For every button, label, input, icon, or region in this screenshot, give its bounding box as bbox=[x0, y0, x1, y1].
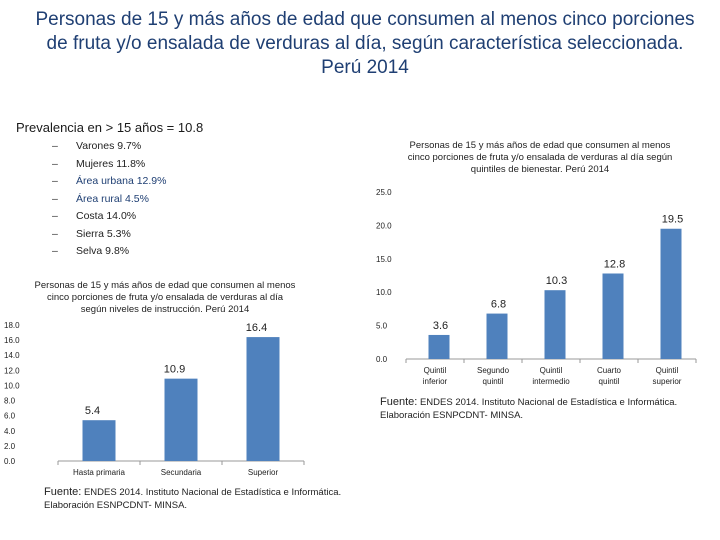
x-tick-label: intermedio bbox=[532, 377, 570, 386]
source-label: Fuente: bbox=[380, 396, 418, 408]
data-label: 6.8 bbox=[491, 299, 506, 311]
data-label: 19.5 bbox=[662, 214, 683, 226]
list-item-label: Área rural 4.5% bbox=[76, 192, 149, 205]
chart-title-line: cinco porciones de fruta y/o ensalada de… bbox=[47, 292, 284, 303]
wealth-quintile-bar-chart: Personas de 15 y más años de edad que co… bbox=[376, 140, 697, 386]
list-item: Selva 9.8% bbox=[52, 243, 166, 261]
data-label: 10.9 bbox=[164, 364, 185, 376]
chart-title-line: quintiles de bienestar. Perú 2014 bbox=[471, 164, 609, 175]
y-tick-label: 2.0 bbox=[4, 442, 16, 451]
data-label: 12.8 bbox=[604, 258, 625, 270]
chart-title-line: Personas de 15 y más años de edad que co… bbox=[35, 280, 296, 291]
y-tick-label: 16.0 bbox=[4, 336, 20, 345]
slide-title: Personas de 15 y más años de edad que co… bbox=[35, 9, 695, 78]
chart-title-line: Personas de 15 y más años de edad que co… bbox=[410, 140, 671, 151]
x-tick-label: Segundo bbox=[477, 366, 510, 375]
y-tick-label: 25.0 bbox=[376, 188, 392, 197]
list-item-label: Área urbana 12.9% bbox=[76, 175, 167, 187]
data-label: 5.4 bbox=[85, 405, 100, 417]
list-item: Área rural 4.5% bbox=[52, 191, 166, 209]
bar bbox=[486, 313, 508, 359]
y-tick-label: 12.0 bbox=[4, 366, 20, 375]
y-tick-label: 8.0 bbox=[4, 397, 16, 406]
source-note-left: Fuente: ENDES 2014. Instituto Nacional d… bbox=[44, 486, 364, 512]
chart-title-line: según niveles de instrucción. Perú 2014 bbox=[81, 304, 249, 315]
x-tick-label: Hasta primaria bbox=[73, 468, 126, 477]
x-tick-label: inferior bbox=[423, 377, 448, 386]
characteristics-list: Varones 9.7% Mujeres 11.8% Área urbana 1… bbox=[52, 138, 166, 261]
x-tick-label: superior bbox=[653, 377, 682, 386]
data-label: 16.4 bbox=[246, 322, 267, 334]
bar bbox=[82, 420, 116, 461]
y-tick-label: 20.0 bbox=[376, 221, 392, 230]
y-tick-label: 4.0 bbox=[4, 427, 16, 436]
x-tick-label: Quintil bbox=[424, 366, 447, 375]
list-item-label: Sierra 5.3% bbox=[76, 227, 131, 240]
education-bar-chart: Personas de 15 y más años de edad que co… bbox=[4, 280, 305, 477]
y-tick-label: 10.0 bbox=[4, 381, 20, 390]
chart-title-line: cinco porciones de fruta y/o ensalada de… bbox=[408, 152, 673, 163]
bar bbox=[544, 290, 566, 359]
y-tick-label: 5.0 bbox=[376, 322, 388, 331]
list-item: Varones 9.7% bbox=[52, 138, 166, 156]
source-text: ENDES 2014. Instituto Nacional de Estadí… bbox=[44, 487, 342, 511]
data-label: 3.6 bbox=[433, 320, 448, 332]
y-tick-label: 18.0 bbox=[4, 321, 20, 330]
source-label: Fuente: bbox=[44, 486, 82, 498]
x-tick-label: Quintil bbox=[656, 366, 679, 375]
list-item: Mujeres 11.8% bbox=[52, 156, 166, 174]
y-tick-label: 10.0 bbox=[376, 288, 392, 297]
list-item: Área urbana 12.9% bbox=[52, 173, 166, 191]
source-text: ENDES 2014. Instituto Nacional de Estadí… bbox=[380, 397, 678, 421]
list-item-label: Costa 14.0% bbox=[76, 210, 137, 222]
list-item-label: Mujeres 11.8% bbox=[76, 157, 146, 170]
list-item: Costa 14.0% bbox=[52, 208, 166, 226]
source-note-right: Fuente: ENDES 2014. Instituto Nacional d… bbox=[380, 396, 700, 422]
list-item: Sierra 5.3% bbox=[52, 226, 166, 244]
bar bbox=[428, 334, 450, 359]
bar bbox=[246, 337, 280, 461]
prevalence-heading: Prevalencia en > 15 años = 10.8 bbox=[16, 120, 204, 135]
list-item-label: Selva 9.8% bbox=[76, 245, 130, 257]
x-tick-label: Superior bbox=[248, 468, 279, 477]
x-tick-label: Cuarto bbox=[597, 366, 622, 375]
x-tick-label: quintil bbox=[483, 377, 504, 386]
y-tick-label: 14.0 bbox=[4, 351, 20, 360]
data-label: 10.3 bbox=[546, 275, 567, 287]
bar bbox=[164, 378, 198, 461]
y-tick-label: 6.0 bbox=[4, 412, 16, 421]
x-tick-label: Quintil bbox=[540, 366, 563, 375]
bar bbox=[602, 273, 624, 359]
y-tick-label: 0.0 bbox=[4, 457, 16, 466]
y-tick-label: 0.0 bbox=[376, 355, 388, 364]
x-tick-label: quintil bbox=[599, 377, 620, 386]
x-tick-label: Secundaria bbox=[161, 468, 202, 477]
y-tick-label: 15.0 bbox=[376, 255, 392, 264]
list-item-label: Varones 9.7% bbox=[76, 140, 142, 152]
bar bbox=[660, 228, 682, 359]
